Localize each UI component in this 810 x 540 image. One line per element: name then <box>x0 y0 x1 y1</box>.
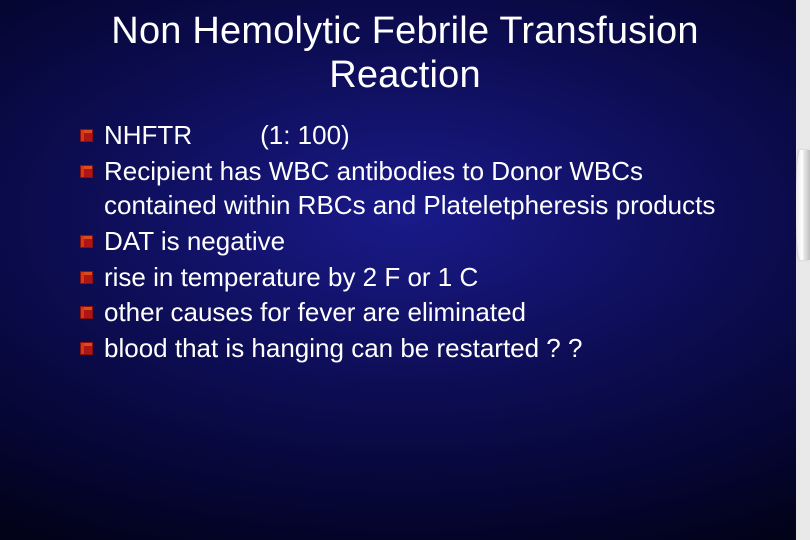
slide-container: Non Hemolytic Febrile Transfusion Reacti… <box>0 0 810 540</box>
bullet-marker-icon <box>80 271 93 284</box>
bullet-suffix: (1: 100) <box>260 120 350 150</box>
bullet-text: DAT is negative <box>104 226 285 256</box>
page-edge-decoration <box>796 0 810 540</box>
bullet-item: NHFTR (1: 100) <box>80 119 760 153</box>
bullet-marker-icon <box>80 129 93 142</box>
bullet-marker-icon <box>80 235 93 248</box>
bullet-item: blood that is hanging can be restarted ?… <box>80 332 760 366</box>
bullet-item: Recipient has WBC antibodies to Donor WB… <box>80 155 760 223</box>
bullet-text: blood that is hanging can be restarted ?… <box>104 333 582 363</box>
bullet-text: Recipient has WBC antibodies to Donor WB… <box>104 156 715 220</box>
bullet-item: rise in temperature by 2 F or 1 C <box>80 261 760 295</box>
slide-title: Non Hemolytic Febrile Transfusion Reacti… <box>50 10 760 97</box>
bullet-text: rise in temperature by 2 F or 1 C <box>104 262 478 292</box>
bullet-marker-icon <box>80 165 93 178</box>
bullet-list: NHFTR (1: 100) Recipient has WBC antibodi… <box>50 119 760 366</box>
bullet-text: other causes for fever are eliminated <box>104 297 526 327</box>
bullet-marker-icon <box>80 306 93 319</box>
bullet-prefix: NHFTR <box>104 120 192 150</box>
bullet-text: NHFTR (1: 100) <box>104 120 350 150</box>
bullet-item: DAT is negative <box>80 225 760 259</box>
page-curl-icon <box>796 150 810 260</box>
bullet-item: other causes for fever are eliminated <box>80 296 760 330</box>
bullet-marker-icon <box>80 342 93 355</box>
